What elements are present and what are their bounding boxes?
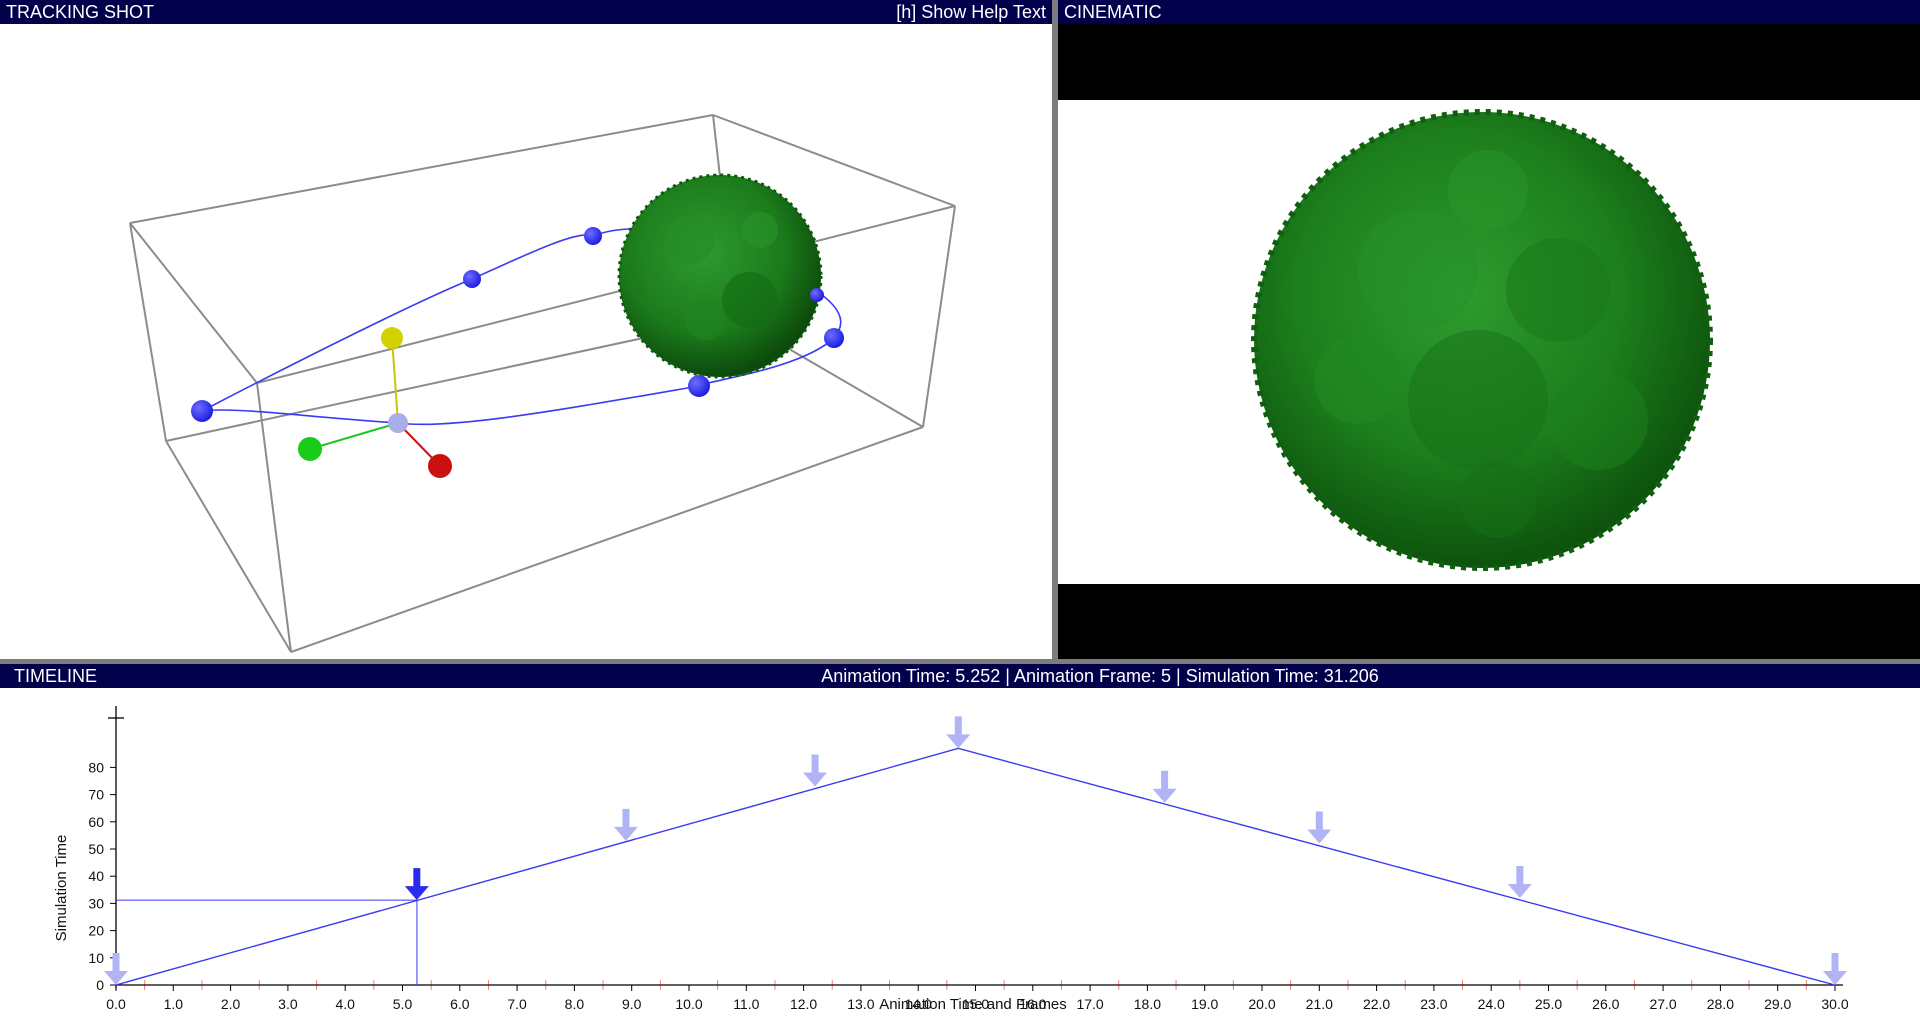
x-tick-label: 17.0 (1076, 996, 1103, 1012)
x-tick-label: 27.0 (1649, 996, 1676, 1012)
keyframe-point (584, 227, 602, 245)
keyframe-point (810, 288, 824, 302)
x-tick-label: 11.0 (733, 996, 759, 1012)
x-tick-label: 23.0 (1420, 996, 1447, 1012)
x-tick-label: 12.0 (790, 996, 817, 1012)
x-tick-label: 21.0 (1306, 996, 1333, 1012)
x-tick-label: 22.0 (1363, 996, 1390, 1012)
x-tick-label: 24.0 (1478, 996, 1505, 1012)
tracking-shot-panel[interactable]: TRACKING SHOT [h] Show Help Text (0, 0, 1052, 659)
x-tick-label: 29.0 (1764, 996, 1791, 1012)
x-tick-label: 10.0 (675, 996, 702, 1012)
y-tick-label: 30 (88, 895, 104, 911)
tracking-shot-title-bar: TRACKING SHOT [h] Show Help Text (0, 0, 1052, 24)
keyframe-point (688, 375, 710, 397)
cinematic-panel[interactable]: CINEMATIC (1058, 0, 1920, 659)
y-tick-label: 20 (88, 923, 104, 939)
x-tick-label: 0.0 (106, 996, 126, 1012)
x-tick-label: 7.0 (507, 996, 527, 1012)
molecule-large (1251, 109, 1713, 571)
x-tick-label: 3.0 (278, 996, 298, 1012)
keyframe-points[interactable] (191, 227, 844, 422)
x-axis-label: Animation Time and Frames (879, 996, 1067, 1013)
keyframe-marker[interactable] (946, 716, 971, 749)
letterbox-bottom (1058, 584, 1920, 659)
letterbox-top (1058, 24, 1920, 100)
x-tick-label: 26.0 (1592, 996, 1619, 1012)
x-tick-label: 9.0 (622, 996, 642, 1012)
x-tick-label: 15.0 (962, 996, 989, 1012)
x-tick-label: 16.0 (1019, 996, 1046, 1012)
keyframe-point (824, 328, 844, 348)
tracking-shot-title: TRACKING SHOT (6, 2, 155, 22)
animation-status: Animation Time: 5.252 | Animation Frame:… (821, 666, 1379, 686)
y-tick-label: 40 (88, 868, 104, 884)
cinematic-title: CINEMATIC (1064, 2, 1162, 22)
x-tick-label: 6.0 (450, 996, 470, 1012)
x-tick-label: 8.0 (565, 996, 585, 1012)
timeline-chart[interactable]: 0.0 1.0 2.0 3.0 4.0 5.0 6.0 7.0 8.0 9.0 10.0 11.0 12… (0, 688, 1920, 1017)
cinematic-title-bar: CINEMATIC (1058, 0, 1920, 24)
x-tick-label: 4.0 (335, 996, 355, 1012)
keyframe-point (191, 400, 213, 422)
show-help-text-hint[interactable]: [h] Show Help Text (896, 2, 1046, 22)
keyframe-marker[interactable] (613, 808, 638, 841)
tracking-3d-view[interactable] (0, 24, 1052, 659)
keyframe-marker[interactable] (1152, 770, 1177, 803)
cinematic-render-view (1251, 109, 1713, 571)
keyframe-marker[interactable] (1307, 811, 1332, 844)
keyframe-marker[interactable] (1507, 865, 1532, 898)
x-tick-label: 2.0 (221, 996, 241, 1012)
timeline-title: TIMELINE (14, 666, 98, 686)
x-tick-label: 14.0 (905, 996, 932, 1012)
x-tick-label: 1.0 (164, 996, 184, 1012)
simulation-time-line (115, 747, 1836, 986)
x-tick-label: 30.0 (1821, 996, 1848, 1012)
transform-gizmo[interactable] (298, 327, 452, 478)
active-keyframe-marker[interactable] (404, 868, 429, 901)
gizmo-x-handle (298, 437, 322, 461)
x-tick-label: 28.0 (1707, 996, 1734, 1012)
keyframe-marker[interactable] (1823, 953, 1847, 985)
keyframe-marker[interactable] (104, 953, 128, 985)
timeline-panel[interactable]: TIMELINE Animation Time: 5.252 | Animati… (0, 664, 1920, 1017)
timeline-title-bar: TIMELINE Animation Time: 5.252 | Animati… (0, 664, 1920, 688)
y-tick-label: 0 (96, 977, 104, 993)
x-tick-label: 18.0 (1134, 996, 1161, 1012)
gizmo-y-handle (381, 327, 403, 349)
y-axis-label: Simulation Time (53, 835, 70, 942)
keyframe-point (463, 270, 481, 288)
y-tick-label: 70 (88, 787, 104, 803)
y-tick-label: 10 (88, 950, 104, 966)
y-tick-label: 50 (88, 841, 104, 857)
molecule-small (617, 173, 823, 379)
y-tick-label: 80 (88, 759, 104, 775)
gizmo-center (388, 413, 408, 433)
y-tick-label: 60 (88, 814, 104, 830)
x-tick-label: 19.0 (1191, 996, 1218, 1012)
x-tick-label: 13.0 (847, 996, 874, 1012)
gizmo-z-handle (428, 454, 452, 478)
keyframe-marker[interactable] (803, 754, 828, 787)
x-tick-label: 20.0 (1248, 996, 1275, 1012)
x-tick-label: 5.0 (393, 996, 413, 1012)
x-tick-label: 25.0 (1535, 996, 1562, 1012)
